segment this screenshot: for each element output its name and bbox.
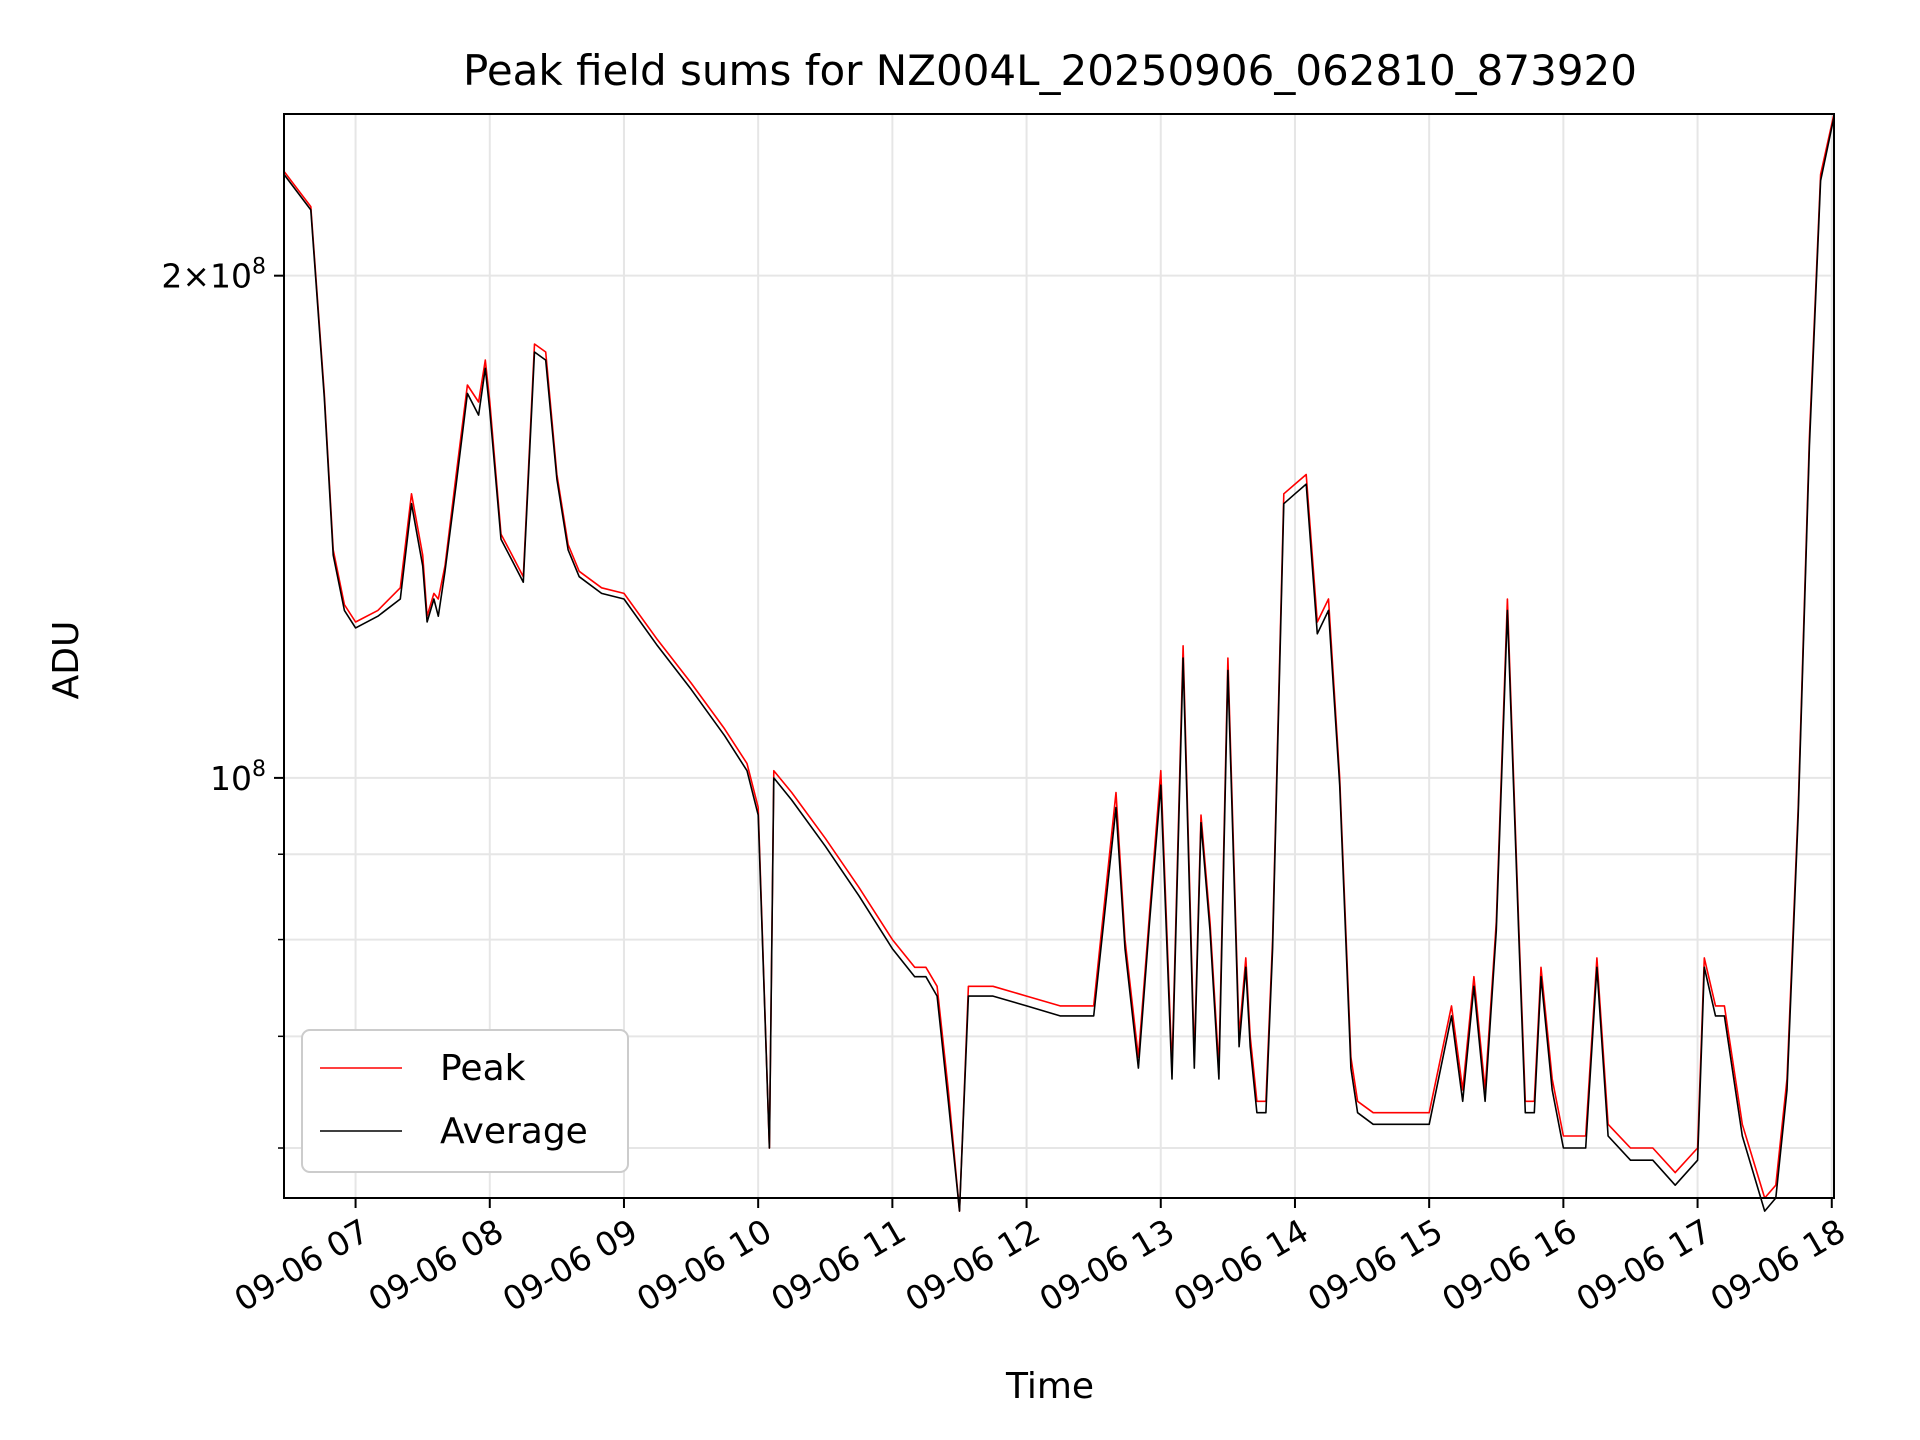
series-layer bbox=[283, 113, 1835, 1212]
x-axis-label: Time bbox=[1005, 1366, 1094, 1407]
y-tick-label: 108 bbox=[210, 757, 266, 798]
y-tick-label: 2×108 bbox=[161, 255, 266, 296]
legend: Peak Average bbox=[301, 1029, 629, 1173]
series-line-average bbox=[283, 116, 1835, 1212]
legend-box bbox=[301, 1029, 629, 1173]
legend-label-peak: Peak bbox=[440, 1048, 526, 1089]
plot-frame bbox=[283, 113, 1835, 1199]
chart-title: Peak field sums for NZ004L_20250906_0628… bbox=[463, 46, 1637, 95]
legend-label-average: Average bbox=[440, 1111, 588, 1152]
y-axis-label: ADU bbox=[46, 621, 87, 700]
